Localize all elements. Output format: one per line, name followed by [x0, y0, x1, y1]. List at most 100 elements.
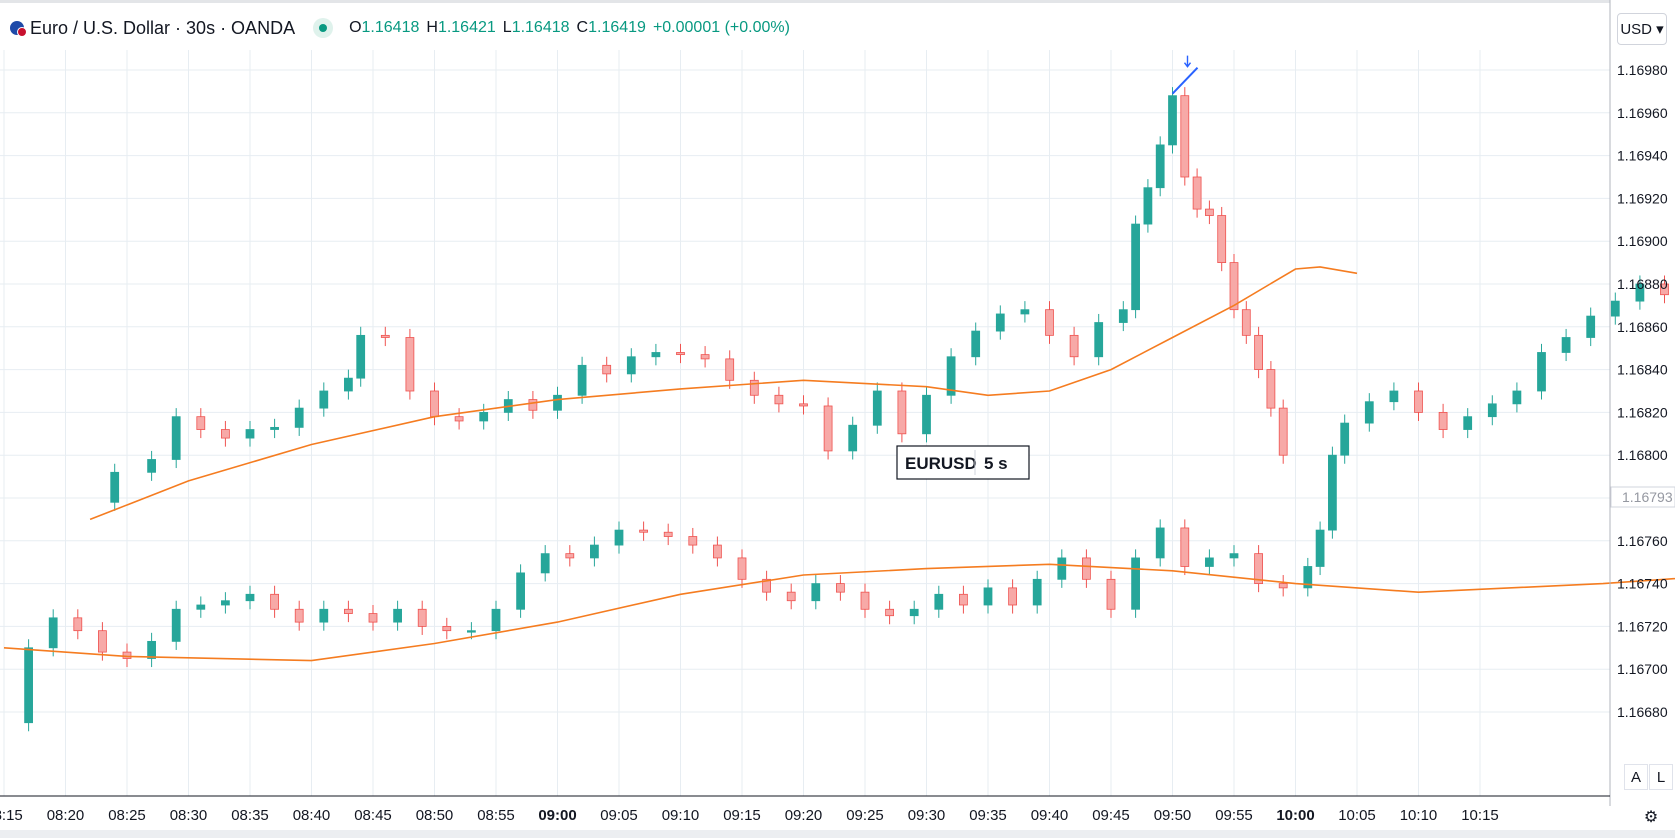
candle-body [1586, 315, 1596, 338]
candle-body [1487, 403, 1497, 418]
candle-body [749, 379, 759, 396]
price-tick-label: 1.16840 [1617, 362, 1668, 378]
arrow-down-icon [1183, 55, 1192, 68]
overlay-interval: 5 s [984, 454, 1008, 473]
candle-body [1340, 422, 1350, 456]
auto-scale-button[interactable]: A [1624, 764, 1648, 790]
candle-body [836, 583, 845, 593]
candle-body [1315, 529, 1325, 567]
candle-body [1278, 583, 1288, 589]
candle-body [959, 593, 968, 606]
candles-5s [110, 87, 1288, 511]
candle-body [294, 608, 304, 623]
candle-body [1069, 334, 1079, 358]
last-price-label: 1.16793 [1610, 486, 1675, 508]
candle-body [294, 407, 304, 428]
candle-body [1512, 390, 1522, 405]
time-tick-label: 10:10 [1400, 807, 1438, 824]
candle-body [1463, 416, 1473, 430]
price-tick-label: 1.16920 [1617, 190, 1668, 206]
candle-body [1106, 578, 1116, 610]
time-tick-label: 09:30 [908, 807, 946, 824]
candle-body [147, 459, 156, 473]
symbol-overlay-box: EURUSD 5 s [896, 445, 1030, 480]
time-tick-label: 09:10 [662, 807, 700, 824]
candles-30s [24, 275, 1669, 732]
candle-body [1192, 176, 1202, 210]
candle-body [700, 354, 710, 360]
candle-body [1610, 300, 1620, 317]
candle-body [590, 544, 599, 559]
candle-body [1131, 557, 1140, 610]
candle-body [344, 377, 353, 392]
price-tick-label: 1.16740 [1617, 576, 1668, 592]
candle-body [577, 364, 587, 396]
candle-body [1537, 352, 1546, 392]
candle-body [1057, 557, 1067, 580]
candle-body [774, 394, 784, 405]
candle-body [565, 553, 575, 559]
candle-body [1328, 454, 1337, 531]
candle-body [860, 591, 870, 610]
price-tick-label: 1.16800 [1617, 447, 1668, 463]
change-value: +0.00001 (+0.00%) [652, 19, 790, 36]
time-axis: 08:15 08:20 08:25 08:30 08:35 08:40 08:45 08:50… [0, 807, 1499, 824]
candle-body [73, 617, 83, 632]
candle-body [1045, 309, 1054, 336]
time-tick-label: 10:00 [1276, 807, 1314, 824]
price-tick-label: 1.16680 [1617, 704, 1668, 720]
price-tick-label: 1.16760 [1617, 533, 1668, 549]
time-tick-label: 09:05 [600, 807, 638, 824]
candle-body [1205, 208, 1214, 216]
candle-body [1205, 557, 1214, 567]
candle-body [380, 334, 390, 338]
candle-body [1155, 527, 1165, 559]
candle-body [1168, 95, 1177, 146]
candle-body [405, 337, 415, 392]
candle-body [872, 390, 882, 426]
log-scale-button[interactable]: L [1649, 764, 1673, 790]
candle-body [602, 364, 612, 375]
candle-body [1660, 283, 1669, 296]
candle-body [344, 608, 353, 614]
currency-flag-icon [10, 21, 27, 37]
low-value: L1.16418 [502, 19, 570, 36]
candle-body [1094, 322, 1104, 358]
candle-body [221, 429, 230, 439]
drawing-annotations [1171, 55, 1199, 95]
candle-body [1303, 566, 1313, 589]
candle-body [516, 572, 525, 610]
symbol-title[interactable]: Euro / U.S. Dollar · 30s · OANDA [30, 17, 296, 38]
candle-body [1143, 187, 1153, 225]
candle-body [1635, 283, 1645, 302]
candle-body [1266, 369, 1276, 409]
candle-body [811, 583, 821, 602]
candle-body [909, 608, 919, 617]
time-tick-label: 08:40 [293, 807, 331, 824]
candle-body [651, 352, 661, 358]
candle-body [196, 416, 206, 430]
candle-body [1254, 334, 1263, 370]
symbol-header: Euro / U.S. Dollar · 30s · OANDA O1.1641… [0, 6, 790, 50]
currency-select-button[interactable]: USD ▾ [1617, 13, 1667, 45]
trend-line-drawing [1171, 66, 1199, 95]
candle-body [356, 334, 366, 379]
candle-body [467, 630, 476, 633]
candle-body [319, 608, 329, 623]
settings-icon[interactable]: ⚙ [1643, 809, 1659, 826]
price-tick-label: 1.16960 [1617, 105, 1668, 121]
high-value: H1.16421 [426, 19, 496, 36]
moving-average-line [89, 266, 1358, 521]
candle-body [122, 651, 132, 659]
candle-body [934, 593, 944, 610]
candle-body [1364, 401, 1374, 424]
candle-body [98, 630, 107, 653]
candle-body [171, 416, 181, 460]
candle-body [626, 356, 636, 375]
candle-body [417, 608, 427, 627]
time-tick-label: 09:40 [1031, 807, 1069, 824]
candle-body [196, 604, 206, 610]
time-tick-label: 09:15 [723, 807, 761, 824]
candle-body [885, 608, 894, 617]
